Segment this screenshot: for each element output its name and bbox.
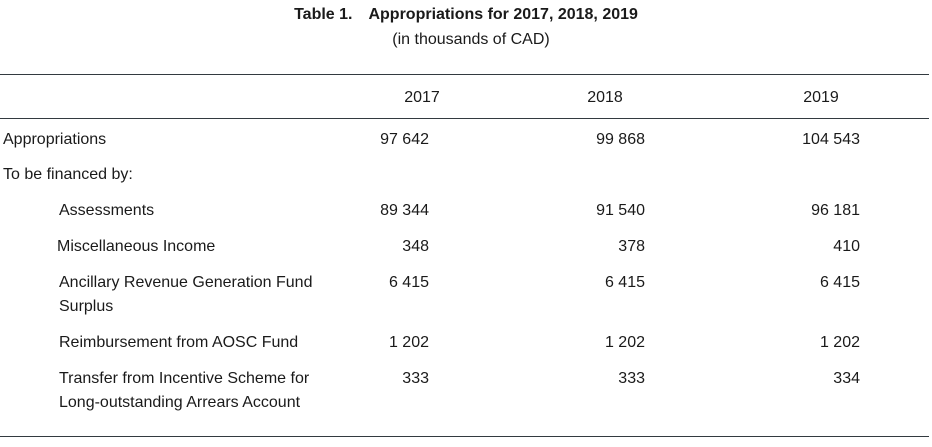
table-title: Table 1. Appropriations for 2017, 2018, 2… xyxy=(0,6,932,24)
row-label-appropriations: Appropriations xyxy=(3,131,107,148)
table-row: Transfer from Incentive Scheme for Long-… xyxy=(0,367,929,415)
cell-2018: 99 868 xyxy=(596,131,645,148)
cell-2018: 6 415 xyxy=(604,274,645,291)
table-title-text: Appropriations for 2017, 2018, 2019 xyxy=(368,6,638,23)
table-row: Appropriations 97 642 99 868 104 543 xyxy=(0,128,929,152)
cell-2019: 104 543 xyxy=(802,131,860,148)
cell-2017: 89 344 xyxy=(380,202,429,219)
cell-2019: 410 xyxy=(833,238,860,255)
cell-2017: 6 415 xyxy=(388,274,429,291)
table-row: To be financed by: xyxy=(0,163,929,187)
bottom-rule xyxy=(0,436,929,437)
cell-2019: 96 181 xyxy=(811,202,860,219)
cell-2019: 334 xyxy=(833,370,860,387)
row-label-transfer-incentive-cont: Long-outstanding Arrears Account xyxy=(59,394,301,411)
table-row: Reimbursement from AOSC Fund 1 202 1 202… xyxy=(0,331,929,355)
cell-2017: 348 xyxy=(402,238,429,255)
column-header-2018: 2018 xyxy=(587,89,623,106)
cell-2017: 1 202 xyxy=(388,334,429,351)
table-subtitle: (in thousands of CAD) xyxy=(392,31,550,48)
cell-2019: 6 415 xyxy=(819,274,860,291)
cell-2017: 333 xyxy=(402,370,429,387)
table-row: Ancillary Revenue Generation Fund Surplu… xyxy=(0,271,929,319)
row-label-reimbursement: Reimbursement from AOSC Fund xyxy=(59,334,299,351)
cell-2018: 378 xyxy=(618,238,645,255)
cell-2018: 91 540 xyxy=(596,202,645,219)
cell-2018: 1 202 xyxy=(604,334,645,351)
row-label-assessments: Assessments xyxy=(59,202,155,219)
cell-2018: 333 xyxy=(618,370,645,387)
cell-2017: 97 642 xyxy=(380,131,429,148)
header-rule xyxy=(0,118,929,119)
row-label-ancillary-revenue-cont: Surplus xyxy=(59,298,114,315)
row-label-transfer-incentive: Transfer from Incentive Scheme for xyxy=(59,370,310,387)
table-label: Table 1. xyxy=(294,6,353,23)
table-row: Miscellaneous Income 348 378 410 xyxy=(0,235,929,259)
row-label-financed-by: To be financed by: xyxy=(3,166,133,183)
top-rule xyxy=(0,74,929,75)
row-label-ancillary-revenue: Ancillary Revenue Generation Fund xyxy=(59,274,313,291)
cell-2019: 1 202 xyxy=(819,334,860,351)
column-header-2019: 2019 xyxy=(803,89,839,106)
row-label-miscellaneous-income: Miscellaneous Income xyxy=(57,238,216,255)
table-row: Assessments 89 344 91 540 96 181 xyxy=(0,199,929,223)
column-header-2017: 2017 xyxy=(404,89,440,106)
